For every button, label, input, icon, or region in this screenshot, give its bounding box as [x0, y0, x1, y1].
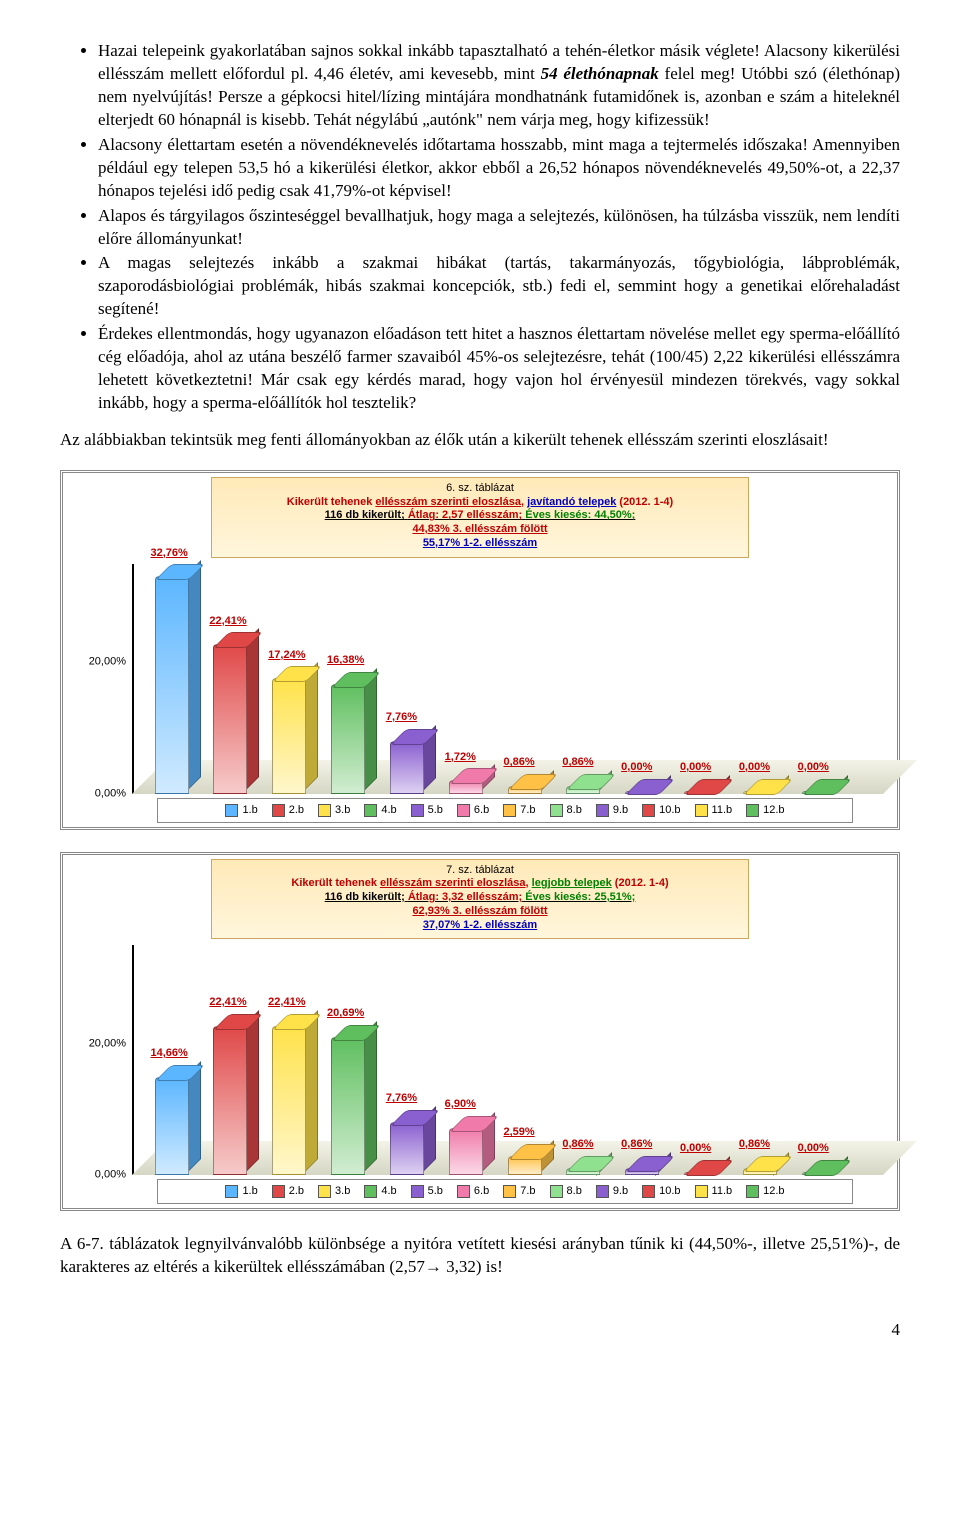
bar-12.b: 0,00%	[802, 1174, 834, 1175]
chart-6: 6. sz. táblázatKikerült tehenek ellésszá…	[60, 470, 900, 830]
bar-3.b: 17,24%	[272, 680, 304, 793]
bar-9.b: 0,86%	[625, 1170, 657, 1176]
bar-5.b: 7,76%	[390, 1124, 422, 1175]
intro-paragraph: Az alábbiakban tekintsük meg fenti állom…	[60, 429, 900, 452]
bullet-item: A magas selejtezés inkább a szakmai hibá…	[98, 252, 900, 321]
bar-8.b: 0,86%	[566, 788, 598, 794]
bar-8.b: 0,86%	[566, 1170, 598, 1176]
bar-2.b: 22,41%	[213, 646, 245, 793]
page-number: 4	[60, 1319, 900, 1342]
bar-5.b: 7,76%	[390, 743, 422, 794]
bullet-item: Alapos és tárgyilagos őszinteséggel beva…	[98, 205, 900, 251]
bar-7.b: 0,86%	[508, 788, 540, 794]
bar-6.b: 1,72%	[449, 782, 481, 793]
bar-11.b: 0,86%	[743, 1170, 775, 1176]
bar-9.b: 0,00%	[625, 793, 657, 794]
bullet-list: Hazai telepeink gyakorlatában sajnos sok…	[60, 40, 900, 415]
bar-3.b: 22,41%	[272, 1028, 304, 1175]
bar-4.b: 20,69%	[331, 1039, 363, 1175]
bar-1.b: 32,76%	[155, 578, 187, 793]
bar-6.b: 6,90%	[449, 1130, 481, 1175]
legend: 1.b2.b3.b4.b5.b6.b7.b8.b9.b10.b11.b12.b	[157, 798, 853, 823]
bar-10.b: 0,00%	[684, 1174, 716, 1175]
outro-paragraph: A 6-7. táblázatok legnyilvánvalóbb külön…	[60, 1233, 900, 1279]
bar-1.b: 14,66%	[155, 1079, 187, 1175]
bullet-item: Hazai telepeink gyakorlatában sajnos sok…	[98, 40, 900, 132]
legend: 1.b2.b3.b4.b5.b6.b7.b8.b9.b10.b11.b12.b	[157, 1179, 853, 1204]
bar-12.b: 0,00%	[802, 793, 834, 794]
bar-10.b: 0,00%	[684, 793, 716, 794]
bar-2.b: 22,41%	[213, 1028, 245, 1175]
chart-7: 7. sz. táblázatKikerült tehenek ellésszá…	[60, 852, 900, 1212]
bar-4.b: 16,38%	[331, 686, 363, 794]
bullet-item: Érdekes ellentmondás, hogy ugyanazon elő…	[98, 323, 900, 415]
bar-7.b: 2,59%	[508, 1158, 540, 1175]
bar-11.b: 0,00%	[743, 793, 775, 794]
bullet-item: Alacsony élettartam esetén a növendéknev…	[98, 134, 900, 203]
